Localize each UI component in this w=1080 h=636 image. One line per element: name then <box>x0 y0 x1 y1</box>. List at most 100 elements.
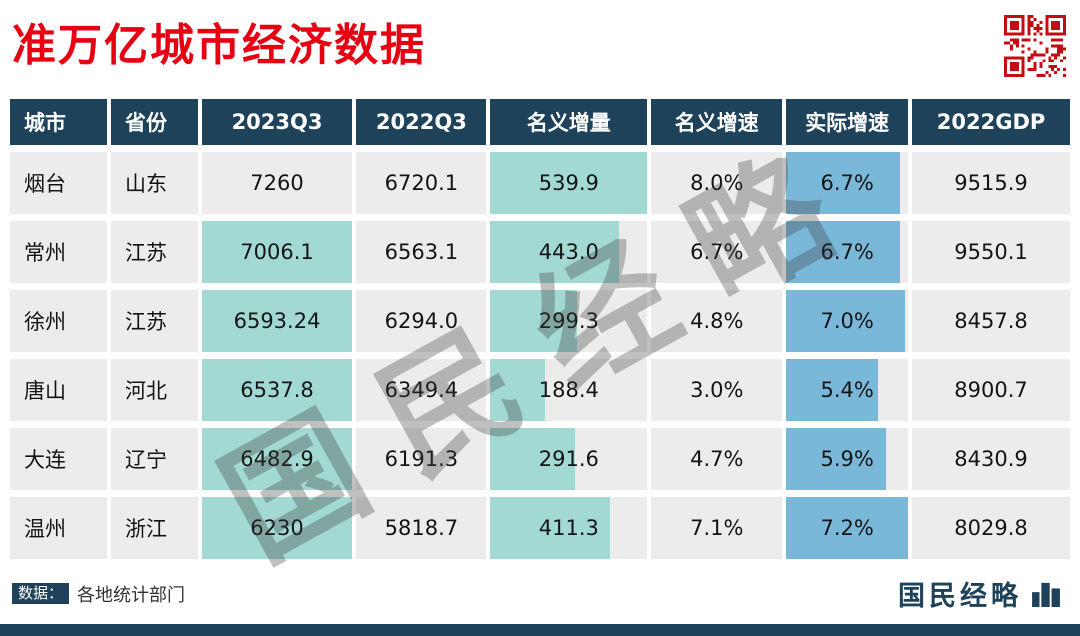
cell-province-text: 江苏 <box>125 241 167 265</box>
brand-name: 国民经略 <box>898 581 1022 612</box>
cell-2022gdp: 8457.8 <box>912 290 1070 352</box>
cell-increment: 299.3 <box>490 290 648 352</box>
cell-province: 辽宁 <box>111 428 198 490</box>
q3-2023-highlight <box>201 359 353 421</box>
cell-nominal-growth: 6.7% <box>651 221 783 283</box>
real-growth-bar <box>786 428 887 490</box>
cell-city-text: 烟台 <box>24 172 66 196</box>
cell-nominal-growth: 3.0% <box>651 359 783 421</box>
cell-city-text: 大连 <box>24 448 66 472</box>
cell-province-text: 河北 <box>125 379 167 403</box>
cell-province-text: 浙江 <box>125 517 167 541</box>
brand: 国民经略 <box>898 574 1062 613</box>
footer: 数据： 各地统计部门 国民经略 <box>0 566 1080 619</box>
cell-2022q3: 5818.7 <box>356 497 487 559</box>
cell-city: 唐山 <box>10 359 107 421</box>
real-growth-bar <box>786 497 909 559</box>
cell-increment: 539.9 <box>490 152 648 214</box>
cell-2022q3: 6349.4 <box>356 359 487 421</box>
cell-province-text: 山东 <box>125 172 167 196</box>
cell-2023q3-text: 6230 <box>250 516 304 540</box>
cell-2023q3: 6593.24 <box>201 290 353 352</box>
cell-2023q3-text: 6593.24 <box>233 309 321 333</box>
cell-2022q3: 6191.3 <box>356 428 487 490</box>
cell-province: 山东 <box>111 152 198 214</box>
table-container: 城市 省份 2023Q3 2022Q3 名义增量 名义增速 实际增速 2022GDP 烟台 山东… <box>0 92 1080 590</box>
cell-city-text: 常州 <box>24 241 66 265</box>
increment-bar <box>490 290 578 352</box>
column-header-4: 名义增量 <box>490 99 648 145</box>
cell-2022q3-text: 6191.3 <box>384 447 459 471</box>
cell-increment-text: 299.3 <box>538 309 599 333</box>
header: 准万亿城市经济数据 <box>0 0 1080 92</box>
cell-2022gdp: 9550.1 <box>912 221 1070 283</box>
cell-2022q3: 6294.0 <box>356 290 487 352</box>
cell-2022gdp-text: 9515.9 <box>954 171 1028 195</box>
cell-city: 大连 <box>10 428 107 490</box>
cell-real-growth-text: 5.4% <box>820 378 874 402</box>
q3-2023-highlight <box>201 497 353 559</box>
cell-2022q3-text: 6294.0 <box>384 309 459 333</box>
cell-province-text: 辽宁 <box>125 448 167 472</box>
increment-bar <box>490 152 648 214</box>
cell-real-growth: 6.7% <box>786 221 909 283</box>
cell-city: 温州 <box>10 497 107 559</box>
column-header-6: 实际增速 <box>786 99 909 145</box>
cell-2022gdp: 8430.9 <box>912 428 1070 490</box>
increment-bar <box>490 497 610 559</box>
cell-province: 浙江 <box>111 497 198 559</box>
cell-2023q3: 7260 <box>201 152 353 214</box>
cell-increment: 291.6 <box>490 428 648 490</box>
column-header-7: 2022GDP <box>912 99 1070 145</box>
data-source: 数据： 各地统计部门 <box>12 581 185 607</box>
cell-2022gdp-text: 9550.1 <box>954 240 1028 264</box>
page-title: 准万亿城市经济数据 <box>12 20 426 71</box>
table-row: 烟台 山东 7260 6720.1 539.9 8.0% 6.7% 9515.9 <box>10 152 1070 214</box>
cell-2022gdp-text: 8900.7 <box>954 378 1028 402</box>
real-growth-bar <box>786 290 905 352</box>
column-header-1: 省份 <box>111 99 198 145</box>
cell-increment: 443.0 <box>490 221 648 283</box>
cell-city-text: 唐山 <box>24 379 66 403</box>
cell-province: 河北 <box>111 359 198 421</box>
cell-real-growth: 6.7% <box>786 152 909 214</box>
cell-city: 常州 <box>10 221 107 283</box>
data-table: 城市 省份 2023Q3 2022Q3 名义增量 名义增速 实际增速 2022GDP 烟台 山东… <box>6 92 1074 566</box>
cell-2022gdp-text: 8430.9 <box>954 447 1028 471</box>
table-body: 烟台 山东 7260 6720.1 539.9 8.0% 6.7% 9515.9 常州 江苏 700… <box>10 152 1070 559</box>
table-header: 城市 省份 2023Q3 2022Q3 名义增量 名义增速 实际增速 2022GDP <box>10 99 1070 145</box>
cell-real-growth: 5.4% <box>786 359 909 421</box>
cell-real-growth: 7.2% <box>786 497 909 559</box>
cell-nominal-growth-text: 7.1% <box>690 516 744 540</box>
cell-2023q3-text: 6537.8 <box>240 378 314 402</box>
cell-increment: 188.4 <box>490 359 648 421</box>
table-row: 温州 浙江 6230 5818.7 411.3 7.1% 7.2% 8029.8 <box>10 497 1070 559</box>
bottom-bar <box>0 624 1080 636</box>
column-header-5: 名义增速 <box>651 99 783 145</box>
cell-increment-text: 188.4 <box>538 378 599 402</box>
cell-real-growth-text: 5.9% <box>820 447 874 471</box>
cell-increment: 411.3 <box>490 497 648 559</box>
cell-real-growth: 7.0% <box>786 290 909 352</box>
cell-nominal-growth-text: 8.0% <box>690 171 744 195</box>
cell-nominal-growth-text: 4.8% <box>690 309 744 333</box>
cell-increment-text: 539.9 <box>538 171 599 195</box>
cell-2022q3-text: 5818.7 <box>384 516 459 540</box>
cell-2023q3-text: 6482.9 <box>240 447 314 471</box>
cell-2022q3-text: 6563.1 <box>384 240 459 264</box>
cell-2022gdp: 9515.9 <box>912 152 1070 214</box>
cell-increment-text: 443.0 <box>538 240 599 264</box>
real-growth-bar <box>786 359 878 421</box>
increment-bar <box>490 359 546 421</box>
q3-2023-highlight <box>201 221 353 283</box>
cell-nominal-growth: 4.8% <box>651 290 783 352</box>
cell-nominal-growth-text: 6.7% <box>690 240 744 264</box>
cell-city-text: 温州 <box>24 517 66 541</box>
cell-province: 江苏 <box>111 221 198 283</box>
cell-2023q3: 6537.8 <box>201 359 353 421</box>
cell-2023q3: 6482.9 <box>201 428 353 490</box>
cell-2022gdp: 8029.8 <box>912 497 1070 559</box>
column-header-0: 城市 <box>10 99 107 145</box>
source-text: 各地统计部门 <box>77 584 186 606</box>
